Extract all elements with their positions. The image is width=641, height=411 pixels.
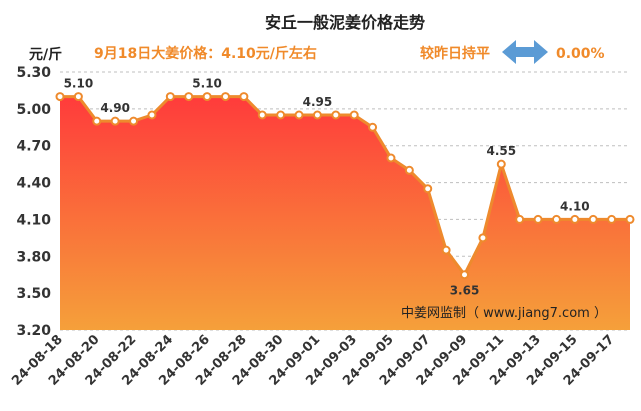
data-point (386, 153, 396, 163)
price-subtitle: 9月18日大姜价格：4.10元/斤左右 (94, 45, 317, 62)
data-point (533, 214, 543, 224)
data-point (496, 159, 506, 169)
data-point (588, 214, 598, 224)
price-area (60, 96, 630, 330)
data-label: 4.95 (303, 95, 333, 109)
data-point (73, 92, 83, 102)
data-point (257, 110, 267, 120)
data-point (294, 110, 304, 120)
data-point (570, 214, 580, 224)
data-point (312, 110, 322, 120)
data-point (239, 92, 249, 102)
data-points (55, 92, 635, 280)
data-point (184, 92, 194, 102)
data-point (441, 245, 451, 255)
data-point (276, 110, 286, 120)
data-point (331, 110, 341, 120)
data-label: 5.10 (192, 77, 222, 91)
y-tick-label: 5.00 (16, 102, 51, 118)
data-point (349, 110, 359, 120)
data-point (551, 214, 561, 224)
data-point (147, 110, 157, 120)
data-point (165, 92, 175, 102)
data-labels: 5.10 4.90 5.10 4.95 3.65 4.55 4.10 (64, 77, 590, 298)
data-label: 3.65 (450, 284, 480, 298)
data-label: 5.10 (64, 77, 94, 91)
data-point (607, 214, 617, 224)
y-tick-label: 4.70 (16, 139, 51, 155)
data-point (460, 270, 470, 280)
y-tick-label: 4.40 (16, 176, 51, 192)
y-axis-ticks: 3.20 3.50 3.80 4.10 4.40 4.70 5.00 5.30 (16, 65, 51, 339)
data-label: 4.10 (560, 199, 590, 213)
data-point (368, 122, 378, 132)
double-arrow-icon (502, 40, 548, 64)
data-point (202, 92, 212, 102)
y-tick-label: 4.10 (16, 212, 51, 228)
data-point (423, 184, 433, 194)
data-point (92, 116, 102, 126)
y-tick-label: 3.20 (16, 323, 51, 339)
data-label: 4.90 (100, 101, 130, 115)
data-point (220, 92, 230, 102)
chart-title: 安丘一般泥姜价格走势 (265, 13, 425, 32)
y-tick-label: 3.50 (16, 286, 51, 302)
data-point (515, 214, 525, 224)
data-point (404, 165, 414, 175)
data-point (55, 92, 65, 102)
data-label: 4.55 (486, 144, 516, 158)
data-point (110, 116, 120, 126)
data-point (625, 214, 635, 224)
change-label: 较昨日持平 (420, 45, 490, 62)
y-axis-unit: 元/斤 (29, 46, 62, 63)
change-value: 0.00% (556, 46, 605, 62)
x-axis-ticks: 24-08-1824-08-2024-08-2224-08-2424-08-26… (9, 332, 617, 389)
y-tick-label: 3.80 (16, 249, 51, 265)
data-point (129, 116, 139, 126)
data-point (478, 233, 488, 243)
watermark: 中姜网监制（ www.jiang7.com ） (401, 306, 607, 321)
y-tick-label: 5.30 (16, 65, 51, 81)
